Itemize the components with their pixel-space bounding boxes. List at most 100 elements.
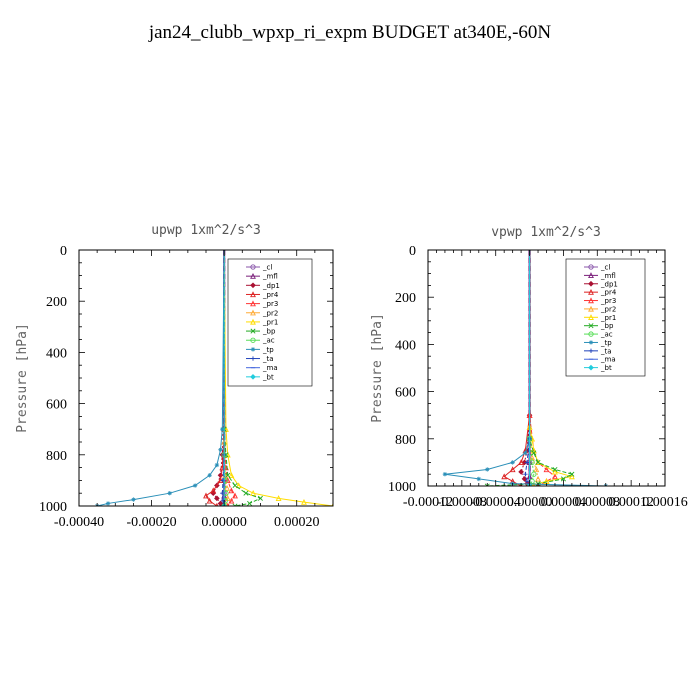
x-tick-label: 0.00004 <box>541 495 587 510</box>
data-point-tp <box>220 427 225 432</box>
data-point-ta <box>524 460 530 465</box>
x-tick-label: -0.00004 <box>471 495 521 510</box>
legend-label: _pr1 <box>262 318 278 326</box>
legend-label: _ma <box>600 356 616 364</box>
data-point-pr4 <box>210 487 217 494</box>
legend-label: _pr2 <box>600 305 616 313</box>
data-point-tp <box>523 450 528 456</box>
legend-marker <box>588 348 594 354</box>
data-point-bp <box>225 472 231 478</box>
series-group <box>94 250 333 506</box>
data-point-dp1 <box>518 469 524 475</box>
legend-label: _pr3 <box>262 300 278 308</box>
y-tick-label: 1000 <box>388 480 416 495</box>
legend-label: _bt <box>262 373 274 381</box>
data-point-bp <box>257 495 263 501</box>
data-point-tp <box>131 497 136 502</box>
data-point-bp <box>243 490 249 496</box>
y-tick-label: 200 <box>395 291 416 306</box>
data-point-dp1 <box>521 459 528 466</box>
legend-marker <box>588 272 594 279</box>
legend-marker <box>250 264 256 270</box>
data-point-pr1 <box>228 472 235 478</box>
data-point-pr4 <box>203 492 209 499</box>
legend-marker <box>588 323 594 329</box>
data-point-tp <box>485 467 490 472</box>
legend-label: _mfl <box>262 273 278 281</box>
legend-marker <box>588 364 594 371</box>
x-tick-label: 0.00020 <box>274 515 320 530</box>
data-point-ac <box>531 471 537 477</box>
x-tick-label: -0.00040 <box>54 515 104 530</box>
y-tick-label: 600 <box>46 398 67 413</box>
legend-label: _ma <box>262 364 278 372</box>
data-point-pr2 <box>533 466 540 473</box>
data-point-pr1 <box>552 468 558 475</box>
series-group <box>442 250 608 486</box>
legend: _cl_mfl_dp1_pr4_pr3_pr2_pr1_bp_ac_tp_ta_… <box>227 258 313 387</box>
data-point-bp <box>552 466 558 472</box>
legend-marker <box>250 356 256 361</box>
data-point-pr3 <box>224 477 231 484</box>
chart-panel-2: vpwp 1xm^2/s^3 Pressure [hPa] 0 200 400 600 80… <box>370 225 688 510</box>
figure-title: jan24_clubb_wpxp_ri_expm BUDGET at340E,-… <box>148 22 552 43</box>
data-point-bp <box>232 503 238 506</box>
legend-label: _tp <box>600 339 612 347</box>
data-point-bp <box>535 459 541 465</box>
data-point-pr3 <box>232 492 238 499</box>
legend-box <box>565 258 646 377</box>
legend-marker <box>250 272 256 279</box>
data-point-pr4 <box>206 497 213 504</box>
data-point-pr1 <box>301 498 307 505</box>
panel-title: upwp 1xm^2/s^3 <box>151 223 261 238</box>
data-point-bp <box>560 476 566 482</box>
legend-marker <box>588 280 594 287</box>
data-point-tp <box>105 501 111 506</box>
legend-label: _dp1 <box>262 282 280 290</box>
y-axis-label: Pressure [hPa] <box>370 313 385 423</box>
data-point-pr1 <box>568 473 575 480</box>
data-point-bp <box>531 450 537 456</box>
legend-marker <box>588 314 594 320</box>
legend-marker <box>250 282 256 289</box>
legend: _cl_mfl_dp1_pr4_pr3_pr2_pr1_bp_ac_tp_ta_… <box>565 258 646 377</box>
legend-marker <box>250 347 256 352</box>
legend-marker <box>250 374 256 380</box>
y-tick-label: 1000 <box>39 500 67 515</box>
y-tick-label: 800 <box>46 449 67 464</box>
data-point-tp <box>218 447 223 452</box>
legend-label: _pr2 <box>262 309 278 317</box>
legend-marker <box>588 297 594 304</box>
series-line-bp <box>487 250 574 486</box>
data-point-tp <box>510 460 515 465</box>
series-line-ac <box>223 250 227 506</box>
legend-marker <box>588 288 594 295</box>
y-tick-label: 800 <box>395 433 416 448</box>
legend-marker <box>250 291 256 298</box>
data-point-tp <box>192 483 198 488</box>
legend-label: _ac <box>600 331 613 339</box>
data-point-pr1 <box>535 459 541 466</box>
legend-marker <box>588 264 594 270</box>
legend-marker <box>588 331 594 337</box>
legend-label: _bp <box>600 322 614 330</box>
data-point-dp1 <box>214 495 220 502</box>
legend-label: _ta <box>600 347 612 355</box>
y-axis-label: Pressure [hPa] <box>15 323 30 433</box>
data-point-bp <box>484 483 490 486</box>
data-point-pr3 <box>228 487 235 494</box>
legend-marker <box>588 305 594 312</box>
data-point-pr4 <box>501 473 508 480</box>
legend-label: _bt <box>600 364 612 372</box>
data-point-bp <box>247 500 253 506</box>
legend-label: _pr4 <box>262 291 279 299</box>
x-tick-label: -0.00012 <box>403 495 453 510</box>
series-line-pr4 <box>503 250 531 486</box>
legend-marker <box>250 328 256 334</box>
data-point-pr4 <box>518 459 525 466</box>
data-point-pr4 <box>509 466 516 473</box>
x-tick-label: 0.00000 <box>201 515 247 530</box>
legend-label: _pr1 <box>600 314 616 322</box>
data-point-pr2 <box>535 475 541 482</box>
data-point-pr3 <box>543 466 550 473</box>
